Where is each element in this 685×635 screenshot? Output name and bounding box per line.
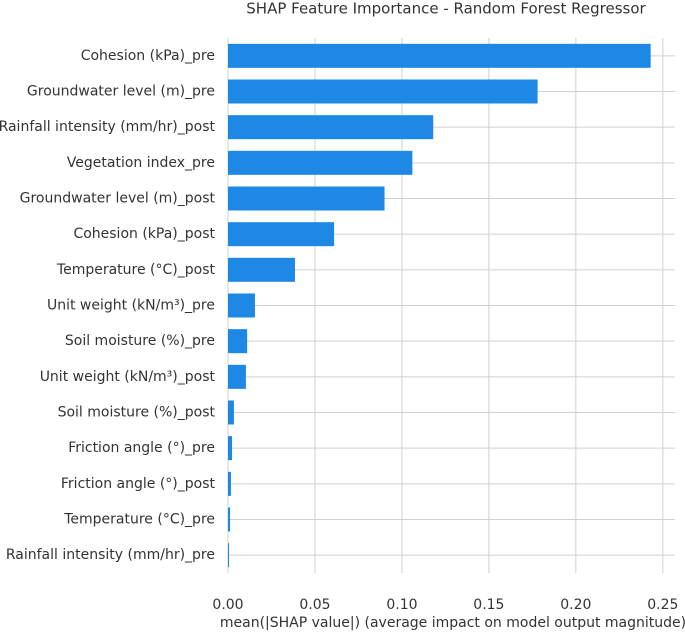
chart-title: SHAP Feature Importance - Random Forest …: [246, 0, 646, 18]
bar: [228, 293, 255, 318]
y-tick-label: Unit weight (kN/m³)_post: [40, 369, 216, 385]
bar: [228, 436, 233, 461]
bar: [228, 400, 234, 425]
bar: [228, 115, 434, 140]
bar: [228, 222, 335, 247]
y-tick-label: Cohesion (kPa)_pre: [81, 48, 215, 64]
y-tick-label: Soil moisture (%)_pre: [65, 333, 215, 349]
y-tick-label: Groundwater level (m)_post: [20, 191, 216, 207]
y-tick-label: Vegetation index_pre: [67, 155, 215, 171]
y-tick-label: Temperature (°C)_pre: [63, 512, 215, 528]
bar: [228, 329, 248, 354]
x-tick-label: 0.25: [647, 597, 678, 613]
bar: [228, 150, 413, 175]
x-tick-label: 0.00: [212, 597, 243, 613]
x-tick-label: 0.05: [299, 597, 330, 613]
x-tick-label: 0.10: [386, 597, 417, 613]
y-tick-label: Temperature (°C)_post: [56, 262, 216, 278]
y-tick-label: Unit weight (kN/m³)_pre: [47, 298, 215, 314]
y-tick-label: Friction angle (°)_post: [61, 476, 216, 492]
bar: [228, 507, 231, 532]
x-tick-label: 0.20: [560, 597, 591, 613]
y-tick-label: Soil moisture (%)_post: [58, 405, 216, 421]
x-tick-label: 0.15: [473, 597, 504, 613]
bar: [228, 257, 295, 282]
bar: [228, 43, 651, 68]
bar: [228, 543, 230, 568]
x-axis-label: mean(|SHAP value|) (average impact on mo…: [220, 615, 685, 631]
bar: [228, 79, 538, 104]
bar: [228, 471, 231, 496]
bar: [228, 186, 385, 211]
y-tick-label: Rainfall intensity (mm/hr)_post: [0, 119, 215, 135]
y-tick-label: Groundwater level (m)_pre: [27, 84, 215, 100]
y-tick-label: Friction angle (°)_pre: [68, 440, 215, 456]
bar: [228, 364, 246, 389]
y-tick-label: Rainfall intensity (mm/hr)_pre: [6, 547, 215, 563]
y-tick-label: Cohesion (kPa)_post: [73, 226, 215, 242]
